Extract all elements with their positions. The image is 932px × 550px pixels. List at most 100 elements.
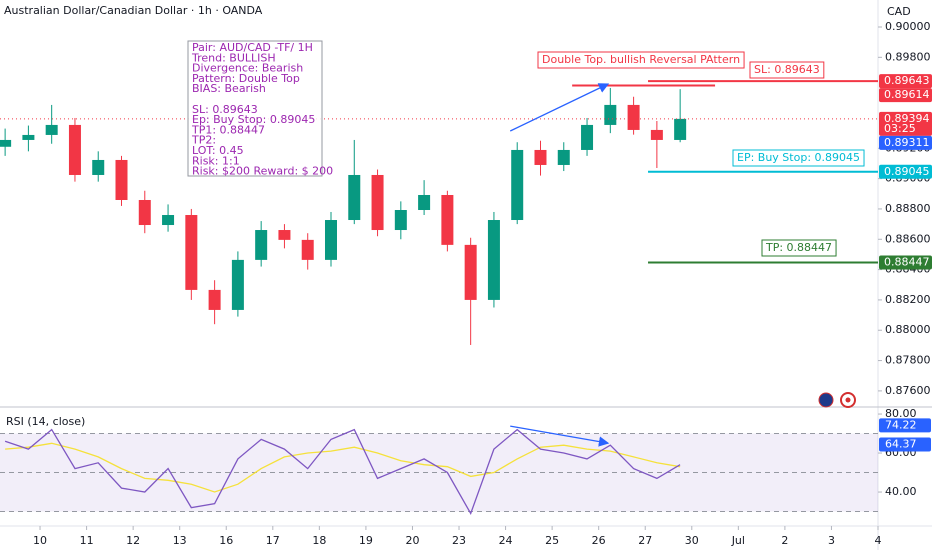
currency: CAD — [887, 5, 911, 18]
note-line: Risk: $200 Reward: $ 200 — [192, 165, 333, 178]
candle-body — [604, 104, 617, 125]
x-tick-label: 3 — [828, 534, 835, 547]
candle-body — [464, 244, 477, 300]
y-tick-label: 0.89800 — [885, 50, 931, 63]
candle-body — [0, 139, 12, 147]
candle-body — [301, 239, 314, 260]
candle-body — [487, 220, 500, 300]
x-tick-label: 10 — [33, 534, 47, 547]
price-tag-label: 0.89614 — [884, 88, 930, 101]
candle-body — [581, 124, 594, 150]
price-tag-label: 0.89045 — [884, 165, 930, 178]
candle-body — [185, 215, 198, 290]
pattern-label: Double Top. bullish Reversal PAttern — [542, 53, 740, 66]
chart-title: Australian Dollar/Canadian Dollar · 1h ·… — [4, 4, 263, 17]
rsi-title: RSI (14, close) — [6, 415, 85, 428]
x-tick-label: 30 — [685, 534, 699, 547]
level-label-box — [761, 239, 837, 257]
level-label: EP: Buy Stop: 0.89045 — [737, 151, 860, 164]
rsi-tick-label: 80.00 — [885, 407, 917, 420]
candle-body — [45, 124, 58, 135]
note-line: Risk: 1:1 — [192, 154, 240, 167]
candle-body — [208, 289, 221, 310]
price-tag — [879, 135, 932, 150]
rsi-tag-label: 64.37 — [885, 438, 917, 451]
note-line: Trend: BULLISH — [191, 51, 276, 64]
y-tick-label: 0.88800 — [885, 202, 931, 215]
x-tick-label: 2 — [781, 534, 788, 547]
candle-body — [162, 215, 175, 226]
rsi-ma-line — [5, 442, 681, 493]
x-tick-label: 20 — [405, 534, 419, 547]
price-tag-label: 0.89394 — [884, 112, 930, 125]
price-tag — [879, 88, 932, 103]
x-tick-label: 26 — [592, 534, 606, 547]
candle-body — [92, 159, 105, 175]
note-line: Pattern: Double Top — [192, 72, 300, 85]
candle-body — [394, 210, 407, 231]
x-tick-label: 25 — [545, 534, 559, 547]
level-label-box — [732, 149, 865, 167]
note-line: TP2: — [191, 134, 216, 147]
price-tag — [879, 111, 932, 136]
note-line: Divergence: Bearish — [192, 62, 303, 75]
rsi-tag — [879, 418, 931, 433]
rsi-tag-label: 74.22 — [885, 418, 917, 431]
y-tick-label: 0.87600 — [885, 384, 931, 397]
candle-body — [22, 134, 35, 140]
x-tick-label: 4 — [875, 534, 882, 547]
rsi-tag — [879, 437, 931, 452]
x-tick-label: 12 — [126, 534, 140, 547]
x-tick-label: 17 — [266, 534, 280, 547]
pattern-label-box — [537, 51, 745, 69]
note-box — [187, 40, 323, 177]
price-tag-label: 0.89643 — [884, 74, 930, 87]
level-label-box — [749, 61, 825, 79]
x-tick-label: 27 — [638, 534, 652, 547]
x-tick-label: 18 — [312, 534, 326, 547]
y-tick-label: 0.88000 — [885, 323, 931, 336]
candle-body — [650, 129, 663, 140]
candle-body — [68, 124, 81, 175]
x-tick-label: 16 — [219, 534, 233, 547]
note-line: TP1: 0.88447 — [191, 123, 265, 136]
candle-body — [278, 230, 291, 240]
y-tick-label: 0.88200 — [885, 293, 931, 306]
level-label: TP: 0.88447 — [765, 241, 832, 254]
candle-body — [674, 118, 687, 140]
candle-body — [371, 174, 384, 231]
x-tick-label: 24 — [499, 534, 513, 547]
flag-aud — [818, 392, 834, 408]
candle-body — [231, 259, 244, 310]
x-tick-label: 19 — [359, 534, 373, 547]
price-tag — [879, 255, 932, 270]
note-line: Ep: Buy Stop: 0.89045 — [192, 113, 315, 126]
candle-body — [115, 159, 128, 200]
note-line: BIAS: Bearish — [192, 82, 266, 95]
candle-body — [511, 149, 524, 221]
x-tick-label: 23 — [452, 534, 466, 547]
candle-body — [138, 199, 151, 226]
price-tag — [879, 74, 932, 89]
note-line: Pair: AUD/CAD -TF/ 1H — [192, 41, 313, 54]
candle-body — [627, 104, 640, 130]
note-line: SL: 0.89643 — [192, 103, 258, 116]
y-tick-label: 0.88600 — [885, 232, 931, 245]
candle-body — [534, 149, 547, 165]
candle-body — [324, 220, 337, 260]
level-label: SL: 0.89643 — [754, 63, 820, 76]
x-tick-label: 11 — [80, 534, 94, 547]
price-tag — [879, 164, 932, 179]
note-line: LOT: 0.45 — [192, 144, 244, 157]
price-tag-countdown: 03:25 — [884, 122, 916, 135]
x-tick-label: Jul — [731, 534, 745, 547]
y-tick-label: 0.90000 — [885, 20, 931, 33]
trend-arrow — [509, 83, 610, 132]
price-tag-label: 0.88447 — [884, 255, 930, 268]
rsi-line — [4, 428, 681, 516]
x-tick-label: 13 — [173, 534, 187, 547]
candle-body — [348, 174, 361, 221]
price-tag-label: 0.89311 — [884, 136, 930, 149]
